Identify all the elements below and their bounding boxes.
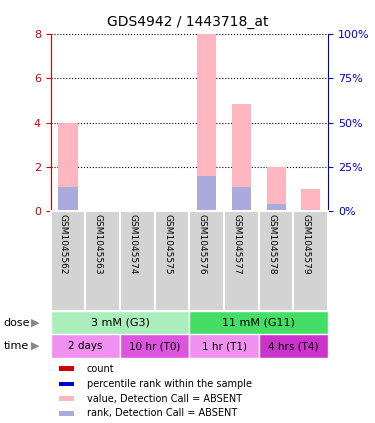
Bar: [154, 212, 189, 311]
Bar: [59, 366, 75, 371]
Bar: [51, 212, 85, 311]
Text: GSM1045574: GSM1045574: [128, 214, 137, 275]
Text: 3 mM (G3): 3 mM (G3): [91, 318, 149, 328]
Bar: [259, 335, 328, 358]
Text: 2 days: 2 days: [68, 341, 102, 351]
Text: GSM1045575: GSM1045575: [163, 214, 172, 275]
Bar: [293, 212, 328, 311]
Text: ▶: ▶: [31, 318, 39, 328]
Bar: [51, 335, 120, 358]
Bar: [301, 189, 320, 212]
Text: 11 mM (G11): 11 mM (G11): [222, 318, 295, 328]
Bar: [259, 212, 293, 311]
Text: GSM1045563: GSM1045563: [94, 214, 103, 275]
Text: rank, Detection Call = ABSENT: rank, Detection Call = ABSENT: [87, 408, 237, 418]
Bar: [59, 411, 75, 416]
Text: value, Detection Call = ABSENT: value, Detection Call = ABSENT: [87, 394, 242, 404]
Bar: [59, 382, 75, 387]
Text: GSM1045562: GSM1045562: [59, 214, 68, 275]
Bar: [267, 203, 286, 212]
Bar: [58, 123, 78, 212]
Text: ▶: ▶: [31, 341, 39, 351]
Bar: [232, 187, 251, 212]
Bar: [189, 212, 224, 311]
Text: GSM1045579: GSM1045579: [302, 214, 311, 275]
Bar: [85, 212, 120, 311]
Text: 10 hr (T0): 10 hr (T0): [129, 341, 180, 351]
Text: 4 hrs (T4): 4 hrs (T4): [268, 341, 319, 351]
Bar: [189, 311, 328, 335]
Bar: [120, 212, 154, 311]
Text: GSM1045576: GSM1045576: [198, 214, 207, 275]
Bar: [189, 335, 259, 358]
Bar: [120, 335, 189, 358]
Text: GDS4942 / 1443718_at: GDS4942 / 1443718_at: [107, 15, 268, 29]
Text: time: time: [4, 341, 29, 351]
Bar: [197, 176, 216, 212]
Bar: [59, 396, 75, 401]
Bar: [267, 167, 286, 212]
Text: 1 hr (T1): 1 hr (T1): [202, 341, 247, 351]
Bar: [224, 212, 259, 311]
Text: GSM1045578: GSM1045578: [267, 214, 276, 275]
Bar: [58, 187, 78, 212]
Text: dose: dose: [4, 318, 30, 328]
Bar: [232, 104, 251, 212]
Text: percentile rank within the sample: percentile rank within the sample: [87, 379, 252, 389]
Bar: [51, 311, 189, 335]
Text: count: count: [87, 364, 114, 374]
Bar: [197, 34, 216, 212]
Text: GSM1045577: GSM1045577: [232, 214, 242, 275]
